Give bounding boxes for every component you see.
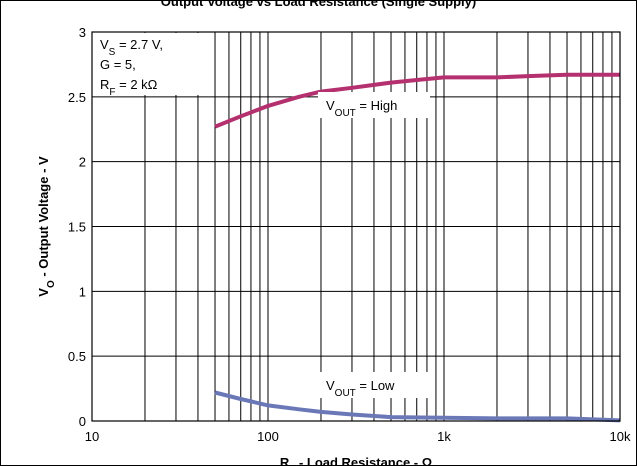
condition-label: VS = 2.7 V, (100, 37, 163, 58)
y-tick-label: 2 (79, 155, 86, 170)
y-tick-label: 1.5 (68, 220, 86, 235)
series-label-bg (318, 92, 430, 118)
y-tick-label: 2.5 (68, 90, 86, 105)
y-tick-label: 0.5 (68, 349, 86, 364)
conditions-box (93, 33, 203, 95)
series-line-high (214, 72, 620, 129)
series-line-low (214, 390, 621, 423)
condition-label: G = 5, (100, 57, 136, 72)
series-label-bg (318, 372, 430, 398)
condition-label: RF = 2 kΩ (100, 77, 158, 98)
x-tick-label: 100 (257, 429, 279, 444)
x-tick-label: 10 (85, 429, 99, 444)
x-tick-label: 1k (437, 429, 451, 444)
plot-border (91, 31, 621, 422)
chart-title: Output Voltage vs Load Resistance (Singl… (161, 0, 476, 9)
y-tick-label: 3 (79, 25, 86, 40)
y-tick-label: 0 (79, 414, 86, 429)
y-tick-label: 1 (79, 284, 86, 299)
x-axis-label: RL - Load Resistance - Ω (280, 455, 432, 466)
series-label-low: VOUT = Low (326, 378, 395, 399)
x-tick-label: 10k (610, 429, 631, 444)
series-label-high: VOUT = High (326, 98, 397, 119)
y-axis-label: VO - Output Voltage - V (36, 156, 57, 297)
